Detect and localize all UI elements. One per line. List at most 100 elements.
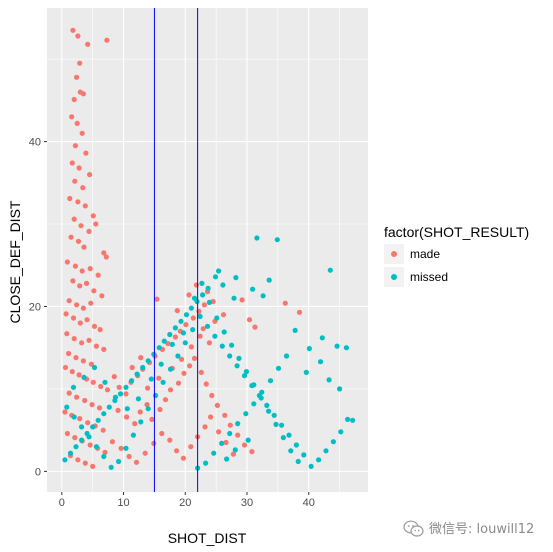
point-made: [249, 449, 255, 455]
point-made: [142, 450, 148, 456]
point-made: [180, 455, 186, 461]
point-missed: [86, 434, 92, 440]
point-made: [97, 327, 103, 333]
point-missed: [317, 359, 324, 365]
point-made: [77, 283, 83, 289]
point-made: [174, 308, 180, 314]
point-missed: [148, 376, 154, 382]
point-missed: [319, 335, 325, 341]
point-missed: [206, 299, 212, 305]
point-missed: [212, 333, 218, 339]
point-missed: [145, 358, 151, 364]
point-made: [87, 266, 93, 272]
point-made: [296, 309, 303, 315]
point-missed: [81, 374, 87, 380]
point-missed: [212, 274, 219, 280]
point-missed: [345, 416, 351, 422]
point-made: [80, 358, 86, 364]
y-axis-title: CLOSE_DEF_DIST: [7, 200, 23, 323]
x-tick-label: 10: [117, 497, 129, 509]
point-missed: [327, 267, 333, 273]
point-missed: [67, 450, 74, 456]
point-missed: [199, 280, 205, 286]
point-missed: [145, 406, 151, 412]
point-made: [200, 326, 206, 332]
point-missed: [153, 392, 159, 399]
point-made: [72, 143, 78, 149]
point-missed: [227, 353, 233, 359]
point-made: [138, 355, 144, 361]
point-missed: [112, 394, 119, 400]
point-made: [95, 272, 101, 278]
point-made: [214, 402, 220, 408]
point-made: [80, 91, 86, 97]
point-made: [90, 213, 96, 219]
point-made: [187, 363, 193, 369]
point-made: [137, 409, 143, 415]
point-made: [167, 387, 174, 393]
point-missed: [64, 404, 70, 410]
point-missed: [204, 323, 211, 329]
point-missed: [205, 285, 211, 291]
x-tick-label: 20: [179, 497, 191, 509]
point-missed: [175, 353, 181, 359]
point-missed: [182, 340, 188, 346]
point-made: [241, 442, 248, 448]
grid-major: [47, 8, 368, 492]
point-made: [101, 250, 107, 256]
point-made: [66, 298, 72, 304]
point-missed: [197, 313, 203, 319]
point-made: [70, 27, 76, 33]
point-made: [111, 374, 117, 380]
point-made: [157, 406, 163, 413]
point-missed: [102, 379, 108, 385]
point-made: [198, 369, 204, 375]
point-made: [282, 300, 288, 306]
point-made: [77, 60, 83, 66]
point-made: [188, 344, 194, 350]
point-made: [175, 380, 182, 386]
point-missed: [134, 371, 140, 377]
point-missed: [221, 329, 227, 335]
point-made: [230, 451, 236, 457]
point-missed: [95, 417, 101, 423]
point-missed: [267, 378, 274, 384]
point-made: [96, 405, 103, 411]
point-missed: [183, 312, 190, 318]
point-made: [70, 315, 77, 321]
point-made: [77, 320, 83, 326]
point-made: [87, 442, 93, 448]
point-made: [67, 195, 73, 202]
point-made: [78, 223, 84, 229]
point-made: [126, 453, 132, 460]
point-missed: [167, 331, 173, 338]
point-made: [64, 259, 70, 265]
point-missed: [266, 408, 272, 414]
point-missed: [301, 452, 307, 458]
point-missed: [232, 447, 238, 453]
point-made: [81, 244, 87, 250]
point-made: [203, 381, 209, 387]
y-axis: 0 20 40: [29, 137, 47, 478]
point-missed: [337, 386, 343, 392]
point-missed: [227, 430, 233, 437]
point-made: [64, 430, 70, 437]
point-missed: [156, 345, 162, 351]
point-made: [75, 33, 81, 39]
point-missed: [292, 327, 298, 333]
point-missed: [279, 422, 285, 428]
point-made: [246, 317, 253, 323]
point-made: [216, 429, 222, 435]
point-missed: [250, 286, 256, 292]
point-missed: [243, 411, 249, 417]
point-missed: [251, 401, 257, 407]
legend: factor(SHOT_RESULT) made missed: [384, 224, 529, 287]
point-missed: [231, 295, 237, 301]
point-made: [62, 409, 68, 415]
y-tick-label: 0: [35, 466, 41, 478]
point-made: [181, 370, 187, 376]
point-missed: [235, 421, 241, 427]
point-made: [75, 238, 82, 244]
point-missed: [73, 444, 79, 450]
x-axis-title: SHOT_DIST: [168, 530, 247, 546]
